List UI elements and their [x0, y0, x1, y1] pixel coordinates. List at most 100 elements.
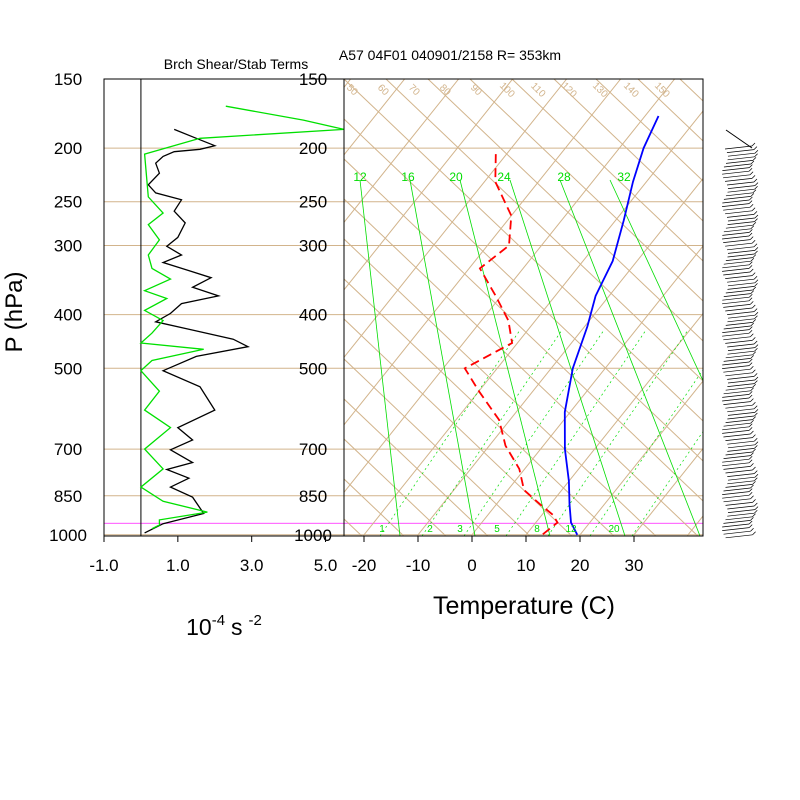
wind-barb-flag	[754, 412, 758, 417]
wind-barb	[722, 494, 750, 499]
dry-adiabat	[553, 79, 703, 222]
wind-barb	[722, 268, 750, 272]
wind-barb-flag	[748, 491, 753, 496]
wind-barb	[727, 156, 755, 161]
skewt-background-lines	[0, 79, 703, 536]
skewt-panel-title: A57 04F01 040901/2158 R= 353km	[339, 47, 561, 63]
dry-adiabat	[344, 198, 699, 536]
wind-barb-flag	[752, 337, 756, 341]
pressure-label-right: 1000	[294, 526, 332, 545]
dry-adiabat-label: 150	[652, 80, 672, 100]
wind-barb-flag	[750, 398, 754, 402]
wind-barb	[727, 311, 755, 315]
left-panel-title: Brch Shear/Stab Terms	[164, 56, 308, 72]
wind-barb	[722, 332, 750, 337]
wind-barb-flag	[749, 203, 754, 208]
wind-barb	[725, 340, 753, 344]
isotherm	[0, 79, 297, 536]
left-x-tick-label: -1.0	[89, 556, 118, 575]
wind-barb-flag	[754, 250, 758, 255]
stability-term-line	[144, 128, 251, 534]
temperature-axis-label: Temperature (C)	[433, 592, 615, 620]
pressure-label-right: 250	[299, 193, 327, 212]
shear-term-line	[139, 105, 345, 530]
wind-barbs	[722, 129, 759, 539]
wind-barb-flag	[751, 272, 756, 276]
wind-barb	[727, 473, 755, 477]
wind-barb-flag	[753, 146, 758, 150]
dry-adiabat	[637, 79, 703, 142]
wind-barb	[725, 242, 753, 247]
wind-barb-flag	[752, 286, 757, 291]
mixing-ratio-label-bottom: 12	[565, 524, 577, 535]
wind-barb	[725, 322, 753, 326]
mixing-ratio-label-bottom: 1	[379, 524, 385, 535]
wind-barb	[727, 383, 755, 387]
wind-barb-flag	[753, 373, 758, 377]
skewt-plot-frame	[343, 78, 704, 537]
wind-barb-flag	[752, 157, 757, 161]
moist-adiabat	[589, 369, 703, 536]
temperature-x-ticks: -20 -10 0 10 20 30	[352, 536, 643, 575]
wind-barb-flag	[748, 520, 753, 525]
wind-barb-flag	[754, 315, 758, 320]
pressure-label-left: 150	[54, 70, 82, 89]
wind-barb-flag	[750, 355, 754, 359]
wind-barb	[722, 329, 750, 333]
wind-barb	[723, 293, 751, 297]
dry-adiabat	[344, 79, 703, 422]
wind-barb-flag	[753, 340, 758, 345]
wind-barb-flag	[752, 513, 756, 518]
temperature-x-tick-label: 10	[517, 556, 536, 575]
wind-barb-flag	[750, 419, 754, 424]
dry-adiabat-label: 70	[406, 82, 422, 98]
wind-barb	[725, 419, 753, 423]
wind-barb	[722, 232, 750, 236]
wind-barb-flag	[754, 409, 759, 413]
moist-adiabat	[505, 329, 647, 536]
pressure-label-right: 500	[299, 359, 327, 378]
wind-barb-flag	[750, 463, 754, 467]
wind-barb-flag	[748, 167, 753, 172]
pressure-label-left: 250	[54, 193, 82, 212]
mixing-ratio-label-bottom: 8	[534, 524, 540, 535]
wind-barb	[725, 354, 753, 359]
dry-adiabat-label: 130	[590, 80, 610, 100]
wind-barb-flag	[748, 394, 753, 399]
temperature-x-tick-label: 0	[467, 556, 476, 575]
dry-adiabat	[344, 438, 447, 536]
left-series-group	[139, 105, 345, 534]
wind-barb	[727, 480, 755, 485]
wind-barb-flag	[754, 437, 758, 442]
wind-barb	[727, 509, 756, 513]
pressure-label-right: 200	[299, 139, 327, 158]
pressure-tick-labels: 150 150 200 200 250 250 300 300 400 400 500 500 700 7…	[49, 70, 332, 545]
wind-barb	[722, 491, 750, 495]
wind-barb	[727, 412, 756, 416]
dry-adiabat	[511, 79, 703, 262]
wind-barb-flag	[754, 182, 759, 186]
wind-barb	[727, 476, 756, 481]
wind-barb-staff	[725, 129, 753, 149]
mixing-ratio-label: 12	[353, 170, 367, 184]
temperature-x-tick-label: -20	[352, 556, 377, 575]
wind-barb-flag	[754, 214, 759, 219]
wind-barb	[722, 527, 750, 531]
wind-barb-flag	[753, 405, 758, 410]
wind-barb-flag	[754, 470, 758, 474]
wind-barb-flag	[749, 268, 754, 273]
wind-barb-flag	[751, 207, 756, 212]
wind-barb	[725, 437, 753, 441]
wind-barb-flag	[752, 319, 757, 323]
wind-barb-flag	[754, 441, 759, 446]
mixing-ratio-line	[559, 179, 701, 536]
wind-barb	[722, 365, 750, 369]
wind-barb-flag	[750, 257, 755, 262]
wind-barb	[727, 246, 755, 251]
wind-barb-flag	[753, 243, 758, 248]
wind-barb	[722, 361, 750, 366]
wind-barb-flag	[754, 311, 759, 316]
pressure-label-right: 850	[299, 487, 327, 506]
wind-barb-flag	[750, 322, 754, 327]
wind-barb-flag	[754, 347, 758, 352]
